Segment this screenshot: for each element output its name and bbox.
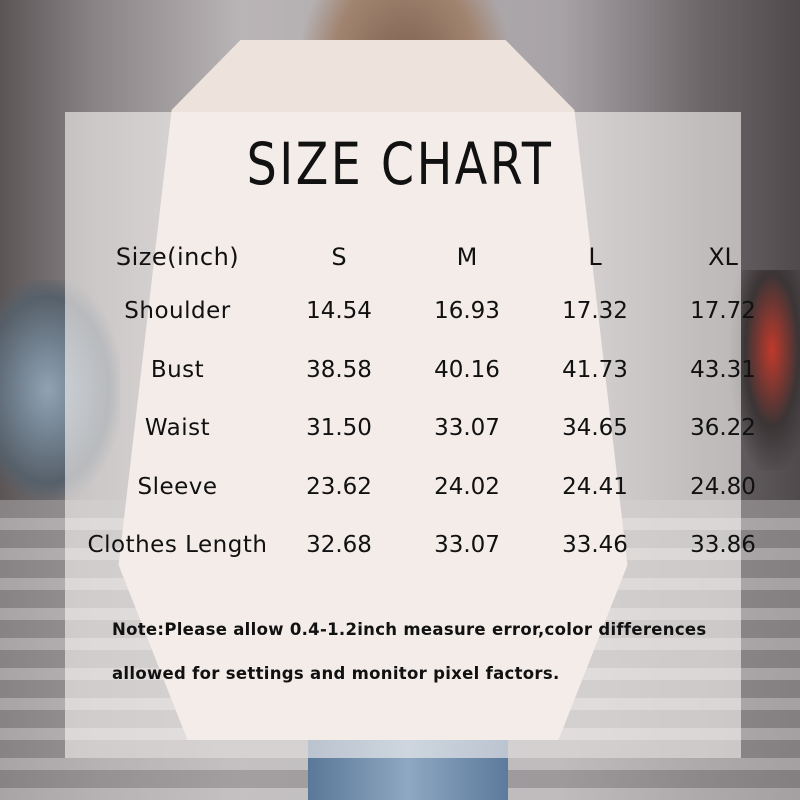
cell: 24.02 xyxy=(434,473,500,500)
cell: 24.80 xyxy=(690,473,756,500)
size-table: Size(inch) S M L XL Shoulder 14.54 16.93… xyxy=(80,232,787,575)
table-row: Sleeve 23.62 24.02 24.41 24.80 xyxy=(80,458,787,517)
table-row: Shoulder 14.54 16.93 17.32 17.72 xyxy=(80,282,787,341)
table-row: Clothes Length 32.68 33.07 33.46 33.86 xyxy=(80,516,787,575)
row-label: Shoulder xyxy=(124,298,231,325)
cell: 16.93 xyxy=(434,298,500,325)
car-right xyxy=(730,270,800,470)
cell: 33.86 xyxy=(690,532,756,559)
table-row: Bust 38.58 40.16 41.73 43.31 xyxy=(80,341,787,400)
cell: 43.31 xyxy=(690,356,756,383)
table-row: Waist 31.50 33.07 34.65 36.22 xyxy=(80,399,787,458)
cell: 31.50 xyxy=(306,415,372,442)
cell: 17.72 xyxy=(690,298,756,325)
row-label: Clothes Length xyxy=(87,532,268,559)
cell: 33.07 xyxy=(434,415,500,442)
header-cell: S xyxy=(331,243,347,271)
table-header-row: Size(inch) S M L XL xyxy=(80,232,787,282)
row-label: Bust xyxy=(150,356,205,383)
cell: 38.58 xyxy=(306,356,372,383)
header-cell: XL xyxy=(708,243,738,271)
cell: 14.54 xyxy=(306,298,372,325)
header-cell: Size(inch) xyxy=(115,243,240,271)
cell: 33.07 xyxy=(434,532,500,559)
cell: 23.62 xyxy=(306,473,372,500)
cell: 40.16 xyxy=(434,356,500,383)
cell: 34.65 xyxy=(562,415,628,442)
cell: 24.41 xyxy=(562,473,628,500)
cell: 36.22 xyxy=(690,415,756,442)
cell: 41.73 xyxy=(562,356,628,383)
header-cell: L xyxy=(588,243,602,271)
measurement-note: Note:Please allow 0.4-1.2inch measure er… xyxy=(112,620,707,683)
header-cell: M xyxy=(456,243,478,271)
cell: 33.46 xyxy=(562,532,628,559)
row-label: Waist xyxy=(144,415,211,442)
size-chart-title: SIZE CHART xyxy=(246,130,554,198)
cell: 17.32 xyxy=(562,298,628,325)
row-label: Sleeve xyxy=(137,473,218,500)
cell: 32.68 xyxy=(306,532,372,559)
size-chart-panel xyxy=(65,112,741,758)
